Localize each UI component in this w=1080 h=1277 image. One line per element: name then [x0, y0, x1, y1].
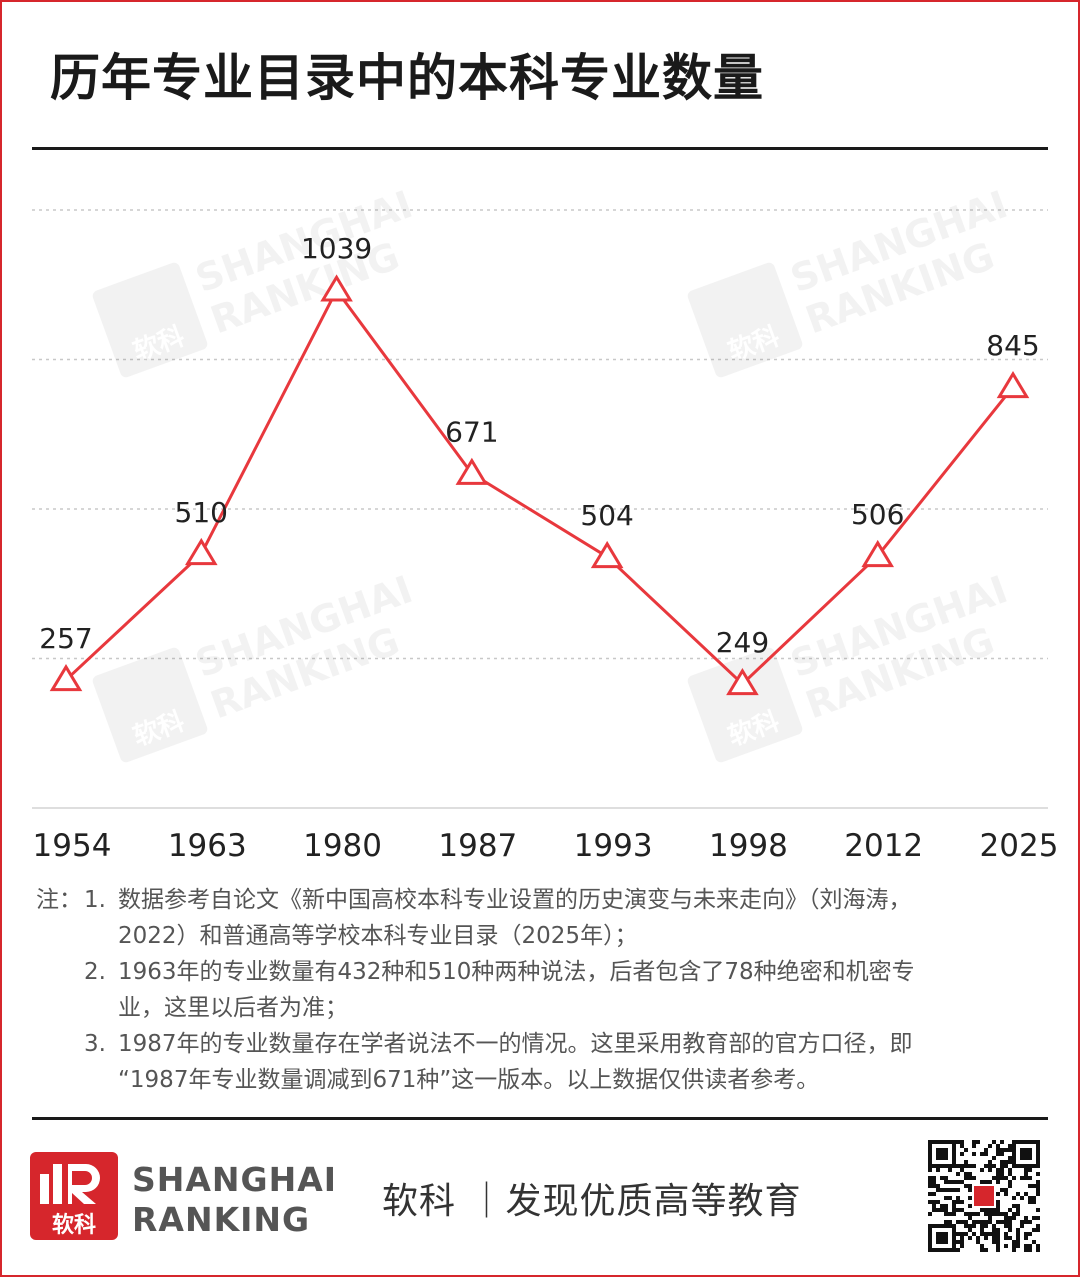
- data-label: 506: [851, 498, 904, 531]
- note-indent: [36, 954, 84, 990]
- data-label: 845: [986, 329, 1039, 362]
- data-label: 1039: [301, 232, 372, 265]
- x-axis-ticks: 1954 1963 1980 1987 1993 1998 2012 2025: [33, 828, 1059, 864]
- data-label: 257: [39, 622, 92, 655]
- note-indent: [36, 1062, 84, 1098]
- footer-slogan: 软科 ｜发现优质高等教育: [382, 1181, 802, 1222]
- x-tick-label: 2025: [980, 828, 1059, 864]
- watermark-logo-icon: [92, 262, 208, 378]
- data-point: [996, 370, 1030, 399]
- footer-brand: SHANGHAI RANKING: [132, 1160, 337, 1240]
- note-prefix: 注：: [36, 887, 82, 913]
- series-line-layer: [64, 288, 1015, 686]
- note-number: 1.: [84, 887, 106, 913]
- data-labels: 257 510 1039 671 504 249 506 845: [39, 232, 1039, 659]
- title-divider: [32, 147, 1048, 150]
- x-tick-label: 1987: [438, 828, 517, 864]
- data-label: 249: [716, 626, 769, 659]
- x-tick-label: 1998: [709, 828, 788, 864]
- note-text: “1987年专业数量调减到671种”这一版本。以上数据仅供读者参考。: [118, 1067, 820, 1093]
- note-indent: [84, 918, 118, 954]
- watermark-logo-icon: [687, 647, 803, 763]
- note-item-3: 3. 1987年的专业数量存在学者说法不一的情况。这里采用教育部的官方口径，即: [36, 1026, 1048, 1062]
- x-tick-label: 1993: [574, 828, 653, 864]
- qr-code-icon: [928, 1140, 1040, 1252]
- data-point: [590, 540, 624, 569]
- note-text: 1963年的专业数量有432种和510种两种说法，后者包含了78种绝密和机密专: [118, 959, 915, 985]
- note-item-1-cont: 2022）和普通高等学校本科专业目录（2025年）；: [36, 918, 1048, 954]
- data-point: [184, 537, 218, 566]
- data-point: [861, 539, 895, 568]
- note-indent: [84, 990, 118, 1026]
- note-item-3-cont: “1987年专业数量调减到671种”这一版本。以上数据仅供读者参考。: [36, 1062, 1048, 1098]
- data-label: 504: [580, 499, 633, 532]
- data-point: [455, 457, 489, 485]
- watermark-logo-icon: [92, 647, 208, 763]
- data-label: 510: [175, 496, 228, 529]
- logo-text: 软科: [52, 1212, 96, 1238]
- data-label: 671: [445, 416, 498, 449]
- data-point: [726, 667, 759, 696]
- note-indent: [36, 918, 84, 954]
- shanghairanking-logo-icon: 软科: [30, 1152, 118, 1240]
- note-number: 2.: [84, 959, 106, 985]
- note-text: 2022）和普通高等学校本科专业目录（2025年）；: [118, 923, 638, 949]
- grid-lines: [32, 209, 1048, 809]
- note-text: 1987年的专业数量存在学者说法不一的情况。这里采用教育部的官方口径，即: [118, 1031, 913, 1057]
- footnotes: 注： 1. 数据参考自论文《新中国高校本科专业设置的历史演变与未来走向》（刘海涛…: [36, 882, 1048, 1098]
- data-point: [49, 664, 83, 692]
- note-text: 业，这里以后者为准；: [118, 995, 348, 1021]
- footer-divider: [32, 1117, 1048, 1120]
- x-tick-label: 1954: [33, 828, 112, 864]
- data-point: [320, 274, 353, 302]
- note-number: 3.: [84, 1031, 106, 1057]
- brand-line-2: RANKING: [132, 1200, 311, 1239]
- x-tick-label: 1980: [303, 828, 382, 864]
- x-tick-label: 2012: [844, 828, 923, 864]
- note-item-2-cont: 业，这里以后者为准；: [36, 990, 1048, 1026]
- x-tick-label: 1963: [168, 828, 247, 864]
- watermark-logo-icon: [687, 262, 803, 378]
- data-markers: [49, 274, 1030, 696]
- note-text: 数据参考自论文《新中国高校本科专业设置的历史演变与未来走向》（刘海涛，: [118, 887, 912, 913]
- note-indent: [36, 1026, 84, 1062]
- note-indent: [84, 1062, 118, 1098]
- note-item-2: 2. 1963年的专业数量有432种和510种两种说法，后者包含了78种绝密和机…: [36, 954, 1048, 990]
- note-indent: [36, 990, 84, 1026]
- brand-line-1: SHANGHAI: [132, 1160, 338, 1199]
- series-line: [64, 288, 1015, 686]
- chart-title: 历年专业目录中的本科专业数量: [50, 49, 764, 107]
- note-item-1: 注： 1. 数据参考自论文《新中国高校本科专业设置的历史演变与未来走向》（刘海涛…: [36, 882, 1048, 918]
